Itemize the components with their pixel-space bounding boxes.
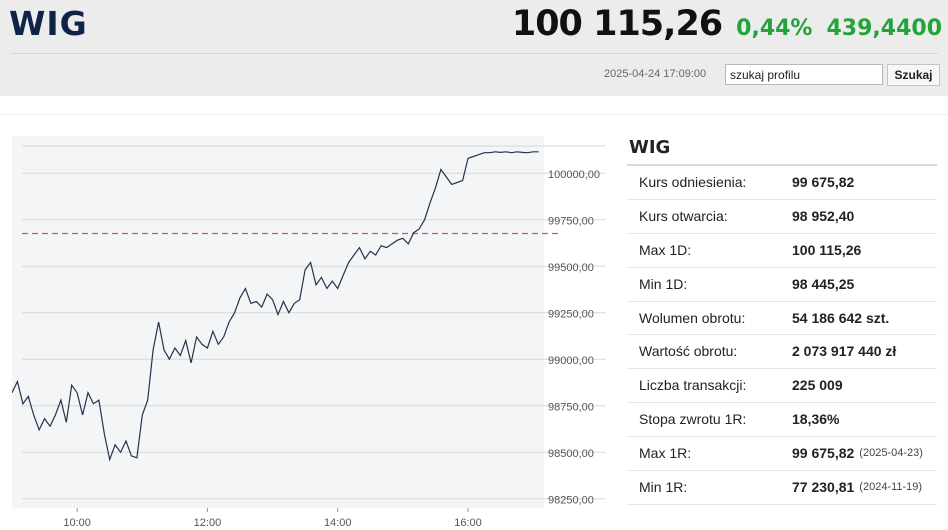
quote-summary: 100 115,26 0,44% 439,4400: [512, 4, 942, 44]
quote-timestamp: 2025-04-24 17:09:00: [604, 68, 707, 80]
stats-row: Stopa zwrotu 1R: 18,36%: [627, 403, 937, 438]
y-tick-label: 98250,00: [548, 495, 594, 507]
stats-label: Wartość obrotu:: [639, 343, 738, 360]
y-tick-label: 99750,00: [548, 216, 594, 228]
stats-label: Stopa zwrotu 1R:: [639, 411, 747, 428]
stats-label: Max 1R:: [639, 445, 692, 462]
stats-label: Liczba transakcji:: [639, 377, 747, 394]
stats-value: 54 186 642 szt.: [792, 309, 890, 326]
stats-value: 18,36%: [792, 411, 840, 428]
y-tick-label: 100000,00: [548, 169, 600, 181]
stats-row: Max 1R: 99 675,82 (2025-04-23): [627, 437, 937, 472]
stats-row: Max 1D: 100 115,26: [627, 234, 937, 268]
change-percent: 0,44%: [736, 16, 813, 41]
y-tick-label: 98750,00: [548, 402, 594, 414]
y-tick-label: 99250,00: [548, 309, 594, 321]
current-price: 100 115,26: [511, 4, 723, 44]
stats-value: 100 115,26: [792, 241, 862, 258]
stats-value: 98 952,40: [792, 207, 855, 224]
header-divider: [10, 53, 938, 54]
stats-label: Kurs odniesienia:: [639, 174, 747, 190]
stats-value: 98 445,25: [792, 275, 855, 292]
x-tick-label: 12:00: [194, 517, 222, 529]
stats-value: 77 230,81: [792, 479, 855, 496]
x-tick-label: 10:00: [63, 517, 91, 529]
stats-row: Wolumen obrotu: 54 186 642 szt.: [627, 302, 937, 336]
y-tick-label: 98500,00: [548, 448, 594, 460]
stats-row: Wartość obrotu: 2 073 917 440 zł: [627, 335, 937, 370]
stats-row: Liczba transakcji: 225 009: [627, 369, 937, 404]
stats-row: Min 1D: 98 445,25: [627, 268, 937, 302]
stats-date: (2024-11-19): [859, 481, 923, 494]
stats-value: 225 009: [792, 377, 843, 394]
stats-panel: WIG Kurs odniesienia: 99 675,82 Kurs otwar…: [627, 134, 937, 505]
panel-title: WIG: [627, 134, 937, 166]
y-tick-label: 99000,00: [548, 355, 594, 367]
search-button[interactable]: Szukaj: [887, 64, 940, 86]
intraday-chart: 100000,00 99750,00 99500,00 99250,00 99000,0…: [12, 136, 606, 529]
stats-row: Kurs otwarcia: 98 952,40: [627, 200, 937, 234]
stats-table: Kurs odniesienia: 99 675,82 Kurs otwarcia:…: [627, 166, 937, 505]
stats-label: Min 1D:: [639, 275, 688, 292]
index-title: WIG: [9, 4, 88, 43]
stats-label: Kurs otwarcia:: [639, 207, 728, 224]
change-absolute: 439,4400: [826, 16, 942, 41]
section-divider: [0, 114, 948, 115]
plot-area: [12, 136, 544, 508]
stats-row: Kurs odniesienia: 99 675,82: [627, 166, 937, 200]
y-tick-label: 99500,00: [548, 262, 594, 274]
x-tick-label: 14:00: [324, 517, 352, 529]
stats-label: Min 1R:: [639, 479, 688, 496]
stats-value: 99 675,82: [792, 174, 855, 190]
stats-row: Min 1R: 77 230,81 (2024-11-19): [627, 471, 937, 505]
stats-label: Wolumen obrotu:: [639, 309, 746, 326]
stats-value: 99 675,82: [792, 445, 855, 462]
x-tick-label: 16:00: [454, 517, 482, 529]
header-bar: WIG 100 115,26 0,44% 439,4400 2025-04-24…: [0, 0, 948, 96]
price-line: [12, 151, 539, 462]
search-input[interactable]: [725, 64, 883, 85]
stats-value: 2 073 917 440 zł: [792, 343, 897, 360]
stats-date: (2025-04-23): [859, 447, 923, 460]
stats-label: Max 1D:: [639, 241, 692, 258]
